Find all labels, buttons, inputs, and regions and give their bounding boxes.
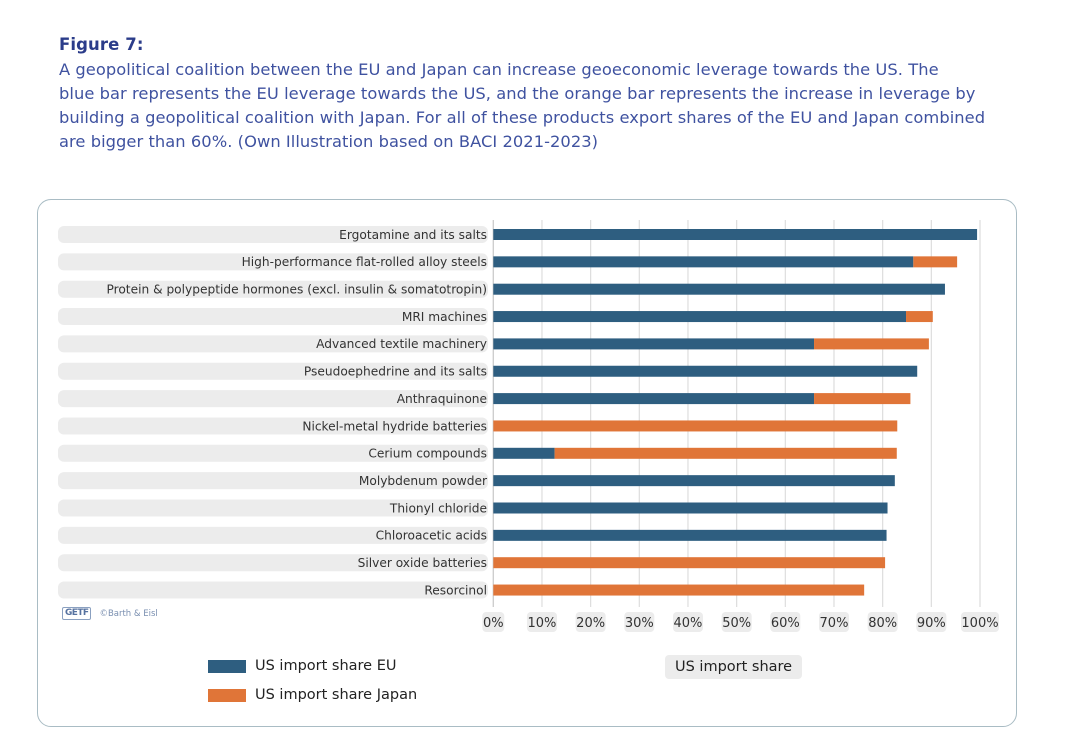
category-label-bg — [58, 499, 488, 517]
tick-label-bg — [818, 612, 849, 632]
category-label-bg — [58, 390, 488, 408]
x-tick-label: 20% — [576, 616, 605, 631]
bar-eu — [493, 256, 914, 268]
legend-item-eu: US import share EU — [208, 658, 397, 674]
tick-label-bg — [672, 612, 703, 632]
bar-eu — [493, 447, 555, 459]
bar-eu — [493, 338, 815, 350]
category-label-bg — [58, 444, 488, 462]
x-tick-label: 60% — [771, 616, 800, 631]
category-label-bg — [58, 335, 488, 353]
x-axis-title: US import share — [665, 655, 803, 679]
category-label-bg — [58, 362, 488, 380]
x-tick-label: 0% — [483, 616, 504, 631]
figure-caption: A geopolitical coalition between the EU … — [59, 58, 989, 154]
bar-japan — [554, 447, 897, 459]
bar-eu — [493, 365, 918, 377]
credit-text: ©Barth & Eisl — [99, 608, 158, 619]
bar-eu — [493, 283, 945, 295]
tick-label-bg — [482, 612, 505, 632]
category-label: Ergotamine and its salts — [339, 228, 487, 242]
x-tick-label: 80% — [868, 616, 897, 631]
bar-japan — [906, 311, 933, 323]
legend-label-japan: US import share Japan — [255, 687, 418, 703]
legend-item-japan: US import share Japan — [208, 687, 417, 703]
figure-title: Figure 7: — [59, 35, 144, 54]
x-tick-label: 50% — [722, 616, 751, 631]
tick-label-bg — [721, 612, 752, 632]
tick-label-bg — [961, 612, 999, 632]
legend-swatch-japan — [208, 688, 246, 702]
category-label: Nickel-metal hydride batteries — [302, 419, 487, 433]
bar-japan — [493, 420, 898, 432]
x-tick-label: 40% — [674, 616, 703, 631]
bar-japan — [493, 557, 886, 569]
bar-eu — [493, 311, 907, 323]
caption-line: A geopolitical coalition between the EU … — [59, 60, 939, 79]
category-label: Protein & polypeptide hormones (excl. in… — [106, 283, 487, 297]
category-label: Cerium compounds — [368, 447, 487, 461]
caption-line: blue bar represents the EU leverage towa… — [59, 84, 976, 103]
category-label-bg — [58, 526, 488, 544]
category-label-bg — [58, 308, 488, 326]
bar-eu — [493, 529, 887, 541]
bar-eu — [493, 502, 888, 514]
category-label: High-performance flat-rolled alloy steel… — [242, 255, 487, 269]
credit: GETF ©Barth & Eisl — [62, 607, 158, 620]
category-label: Silver oxide batteries — [358, 556, 487, 570]
tick-label-bg — [575, 612, 606, 632]
legend-swatch-eu — [208, 659, 246, 673]
tick-label-bg — [526, 612, 557, 632]
category-label-bg — [58, 472, 488, 490]
bar-eu — [493, 475, 895, 487]
bar-japan — [493, 584, 865, 596]
tick-label-bg — [916, 612, 947, 632]
x-tick-label: 100% — [961, 616, 998, 631]
bars — [493, 229, 978, 596]
bar-eu — [493, 229, 978, 240]
legend-label-eu: US import share EU — [255, 658, 397, 674]
category-label: Chloroacetic acids — [376, 529, 487, 543]
category-label: Molybdenum powder — [359, 474, 488, 488]
x-tick-label: 30% — [625, 616, 654, 631]
bar-japan — [913, 256, 958, 268]
bar-japan — [814, 338, 929, 350]
bar-eu — [493, 393, 815, 405]
category-label-backgrounds — [58, 226, 488, 599]
category-labels: Ergotamine and its salts High-performance… — [106, 228, 488, 598]
category-label-bg — [58, 417, 488, 435]
tick-label-bg — [624, 612, 655, 632]
category-label-bg — [58, 554, 488, 572]
category-label: Anthraquinone — [397, 392, 487, 406]
x-tick-label: 10% — [528, 616, 557, 631]
category-label: Resorcinol — [424, 583, 487, 597]
category-label: Thionyl chloride — [389, 501, 487, 515]
category-label-bg — [58, 280, 488, 298]
category-label: Advanced textile machinery — [316, 337, 487, 351]
tick-label-bg — [770, 612, 801, 632]
category-label: Pseudoephedrine and its salts — [304, 365, 487, 379]
tick-label-bg — [867, 612, 898, 632]
gridlines — [492, 220, 981, 607]
chart-card — [37, 199, 1017, 727]
caption-line: building a geopolitical coalition with J… — [59, 108, 986, 127]
x-tick-label: 70% — [820, 616, 849, 631]
category-label-bg — [58, 581, 488, 599]
category-label-bg — [58, 253, 488, 271]
caption-line: are bigger than 60%. (Own Illustration b… — [59, 132, 599, 151]
getf-logo: GETF — [62, 607, 92, 620]
x-tick-label: 90% — [917, 616, 946, 631]
x-axis-ticks: 0% 10% 20% 30% 40% 50% 60% 70% 80% 90% 100% — [482, 612, 999, 632]
bar-japan — [814, 393, 911, 405]
category-label: MRI machines — [402, 310, 487, 324]
category-label-bg — [58, 226, 488, 243]
